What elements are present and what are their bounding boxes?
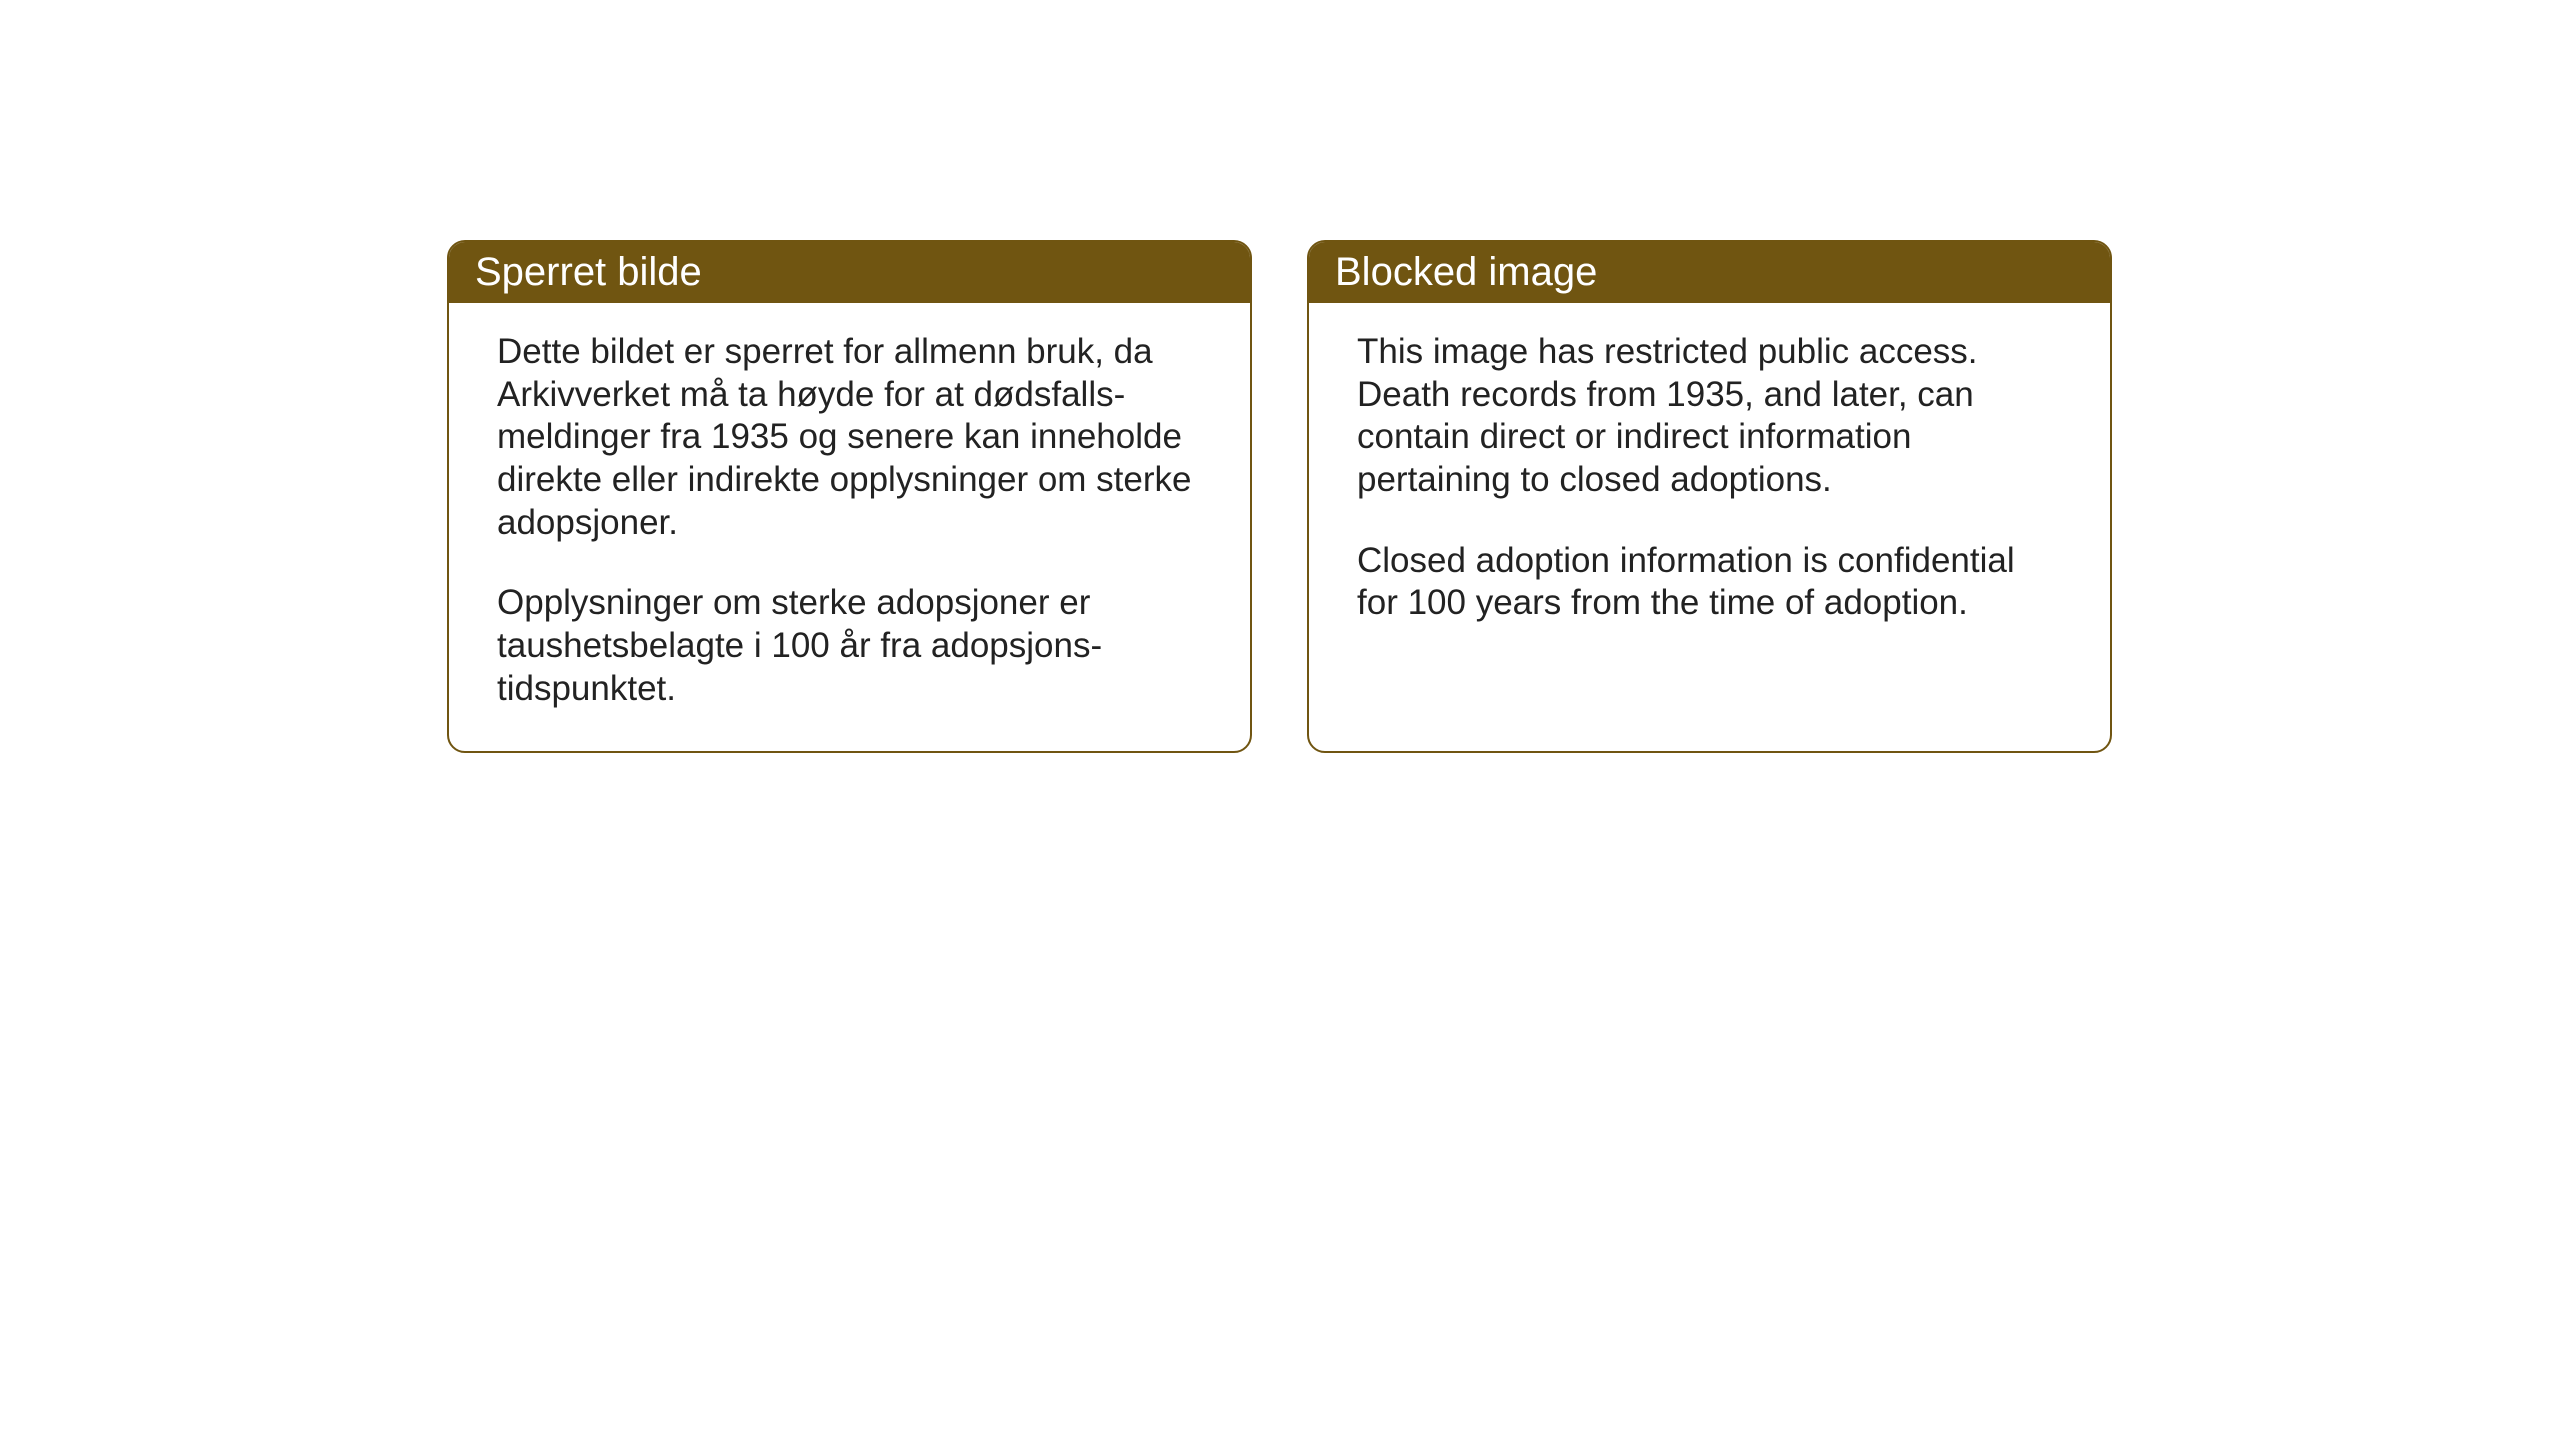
english-card: Blocked image This image has restricted … — [1307, 240, 2112, 753]
norwegian-card-title: Sperret bilde — [475, 250, 702, 294]
cards-container: Sperret bilde Dette bildet er sperret fo… — [447, 240, 2112, 753]
norwegian-paragraph-2: Opplysninger om sterke adopsjoner er tau… — [497, 582, 1202, 710]
norwegian-paragraph-1: Dette bildet er sperret for allmenn bruk… — [497, 331, 1202, 544]
english-card-body: This image has restricted public access.… — [1309, 303, 2110, 665]
english-paragraph-2: Closed adoption information is confident… — [1357, 540, 2062, 625]
english-card-title: Blocked image — [1335, 250, 1597, 294]
norwegian-card-header: Sperret bilde — [449, 242, 1250, 303]
english-paragraph-1: This image has restricted public access.… — [1357, 331, 2062, 502]
english-card-header: Blocked image — [1309, 242, 2110, 303]
norwegian-card-body: Dette bildet er sperret for allmenn bruk… — [449, 303, 1250, 751]
norwegian-card: Sperret bilde Dette bildet er sperret fo… — [447, 240, 1252, 753]
